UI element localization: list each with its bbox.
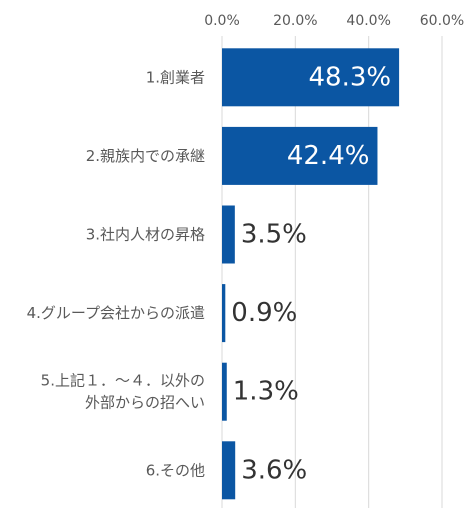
bar (222, 441, 236, 500)
x-tick-label: 0.0% (204, 13, 240, 29)
category-label: 3.社内人材の昇格 (86, 226, 205, 244)
data-label: 0.9% (231, 298, 297, 328)
category-label: 4.グループ会社からの派遣 (27, 304, 205, 322)
x-tick-label: 40.0% (346, 13, 390, 29)
category-label: 6.その他 (146, 461, 205, 479)
x-axis-tick-labels: 0.0% 20.0% 40.0% 60.0% (204, 13, 464, 29)
bar (222, 48, 400, 107)
bar (222, 284, 226, 343)
x-tick-label: 60.0% (420, 13, 464, 29)
x-tick-label: 20.0% (273, 13, 317, 29)
data-label: 48.3% (308, 62, 391, 92)
category-label: 5.上記１．～４．以外の (41, 372, 205, 390)
bar (222, 362, 227, 421)
category-label: 外部からの招へい (85, 394, 205, 412)
data-label: 3.5% (241, 220, 307, 250)
bar (222, 205, 235, 264)
bars (222, 48, 400, 500)
data-label: 3.6% (241, 455, 307, 485)
data-label: 1.3% (233, 377, 299, 407)
data-labels: 48.3% 42.4% 3.5% 0.9% 1.3% 3.6% (231, 62, 391, 485)
category-label: 1.創業者 (146, 68, 205, 86)
category-labels: 1.創業者 2.親族内での承継 3.社内人材の昇格 4.グループ会社からの派遣 5.上記… (27, 68, 205, 479)
bar (222, 126, 378, 185)
data-label: 42.4% (287, 141, 370, 171)
category-label: 2.親族内での承継 (86, 147, 205, 165)
gridlines (221, 36, 443, 508)
